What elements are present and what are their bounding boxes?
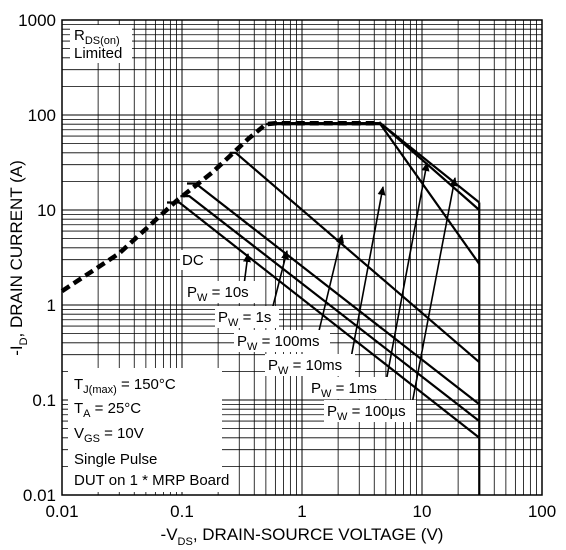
soa-curve-dc xyxy=(167,201,480,439)
svg-text:PW = 100µs: PW = 100µs xyxy=(327,403,406,423)
plot-frame xyxy=(61,19,543,496)
pw-label-100ms: PW = 100ms xyxy=(234,330,330,353)
dc-annotation: DC xyxy=(180,250,210,270)
x-tick-label: 1 xyxy=(297,502,306,521)
single-pulse-label: Single Pulse xyxy=(74,451,157,468)
y-tick-label: 1 xyxy=(47,296,56,315)
x-tick-label: 10 xyxy=(413,502,432,521)
svg-text:PW = 1ms: PW = 1ms xyxy=(311,380,377,400)
vgs-label: VGS = 10V xyxy=(74,425,144,445)
label-arrows xyxy=(243,162,458,405)
y-tick-label: 1000 xyxy=(18,11,56,30)
rds-limited-annotation: RDS(on) Limited xyxy=(70,25,132,63)
test-conditions: TJ(max) = 150°C TA = 25°C VGS = 10V Sing… xyxy=(68,368,229,492)
y-tick-label: 10 xyxy=(37,201,56,220)
pulse-width-labels: PW = 10s PW = 1s PW = 100ms PW = 10ms PW… xyxy=(184,281,416,423)
svg-text:PW = 100ms: PW = 100ms xyxy=(237,333,320,353)
pw-label-10s: PW = 10s xyxy=(184,281,258,304)
pw-label-1ms: PW = 1ms xyxy=(308,377,390,400)
pw-label-1s: PW = 1s xyxy=(215,306,279,329)
y-axis-label: -ID, DRAIN CURRENT (A) xyxy=(7,160,30,356)
x-tick-label: 0.1 xyxy=(170,502,194,521)
pw-label-10ms: PW = 10ms xyxy=(265,354,355,377)
limited-label: Limited xyxy=(74,45,122,62)
pw-label-100us: PW = 100µs xyxy=(324,400,416,423)
x-axis-label: -VDS, DRAIN-SOURCE VOLTAGE (V) xyxy=(161,525,444,548)
arrow-10s xyxy=(243,253,251,286)
arrow-100ms xyxy=(317,234,345,336)
y-tick-labels: 0.01 0.1 1 10 100 1000 xyxy=(18,11,56,505)
y-tick-label: 0.01 xyxy=(23,486,56,505)
svg-text:PW = 10s: PW = 10s xyxy=(187,284,249,304)
ta-label: TA = 25°C xyxy=(74,400,141,420)
dut-board-label: DUT on 1 * MRP Board xyxy=(74,472,229,489)
svg-text:PW = 1s: PW = 1s xyxy=(218,309,271,329)
x-tick-label: 100 xyxy=(528,502,556,521)
tj-max-label: TJ(max) = 150°C xyxy=(74,376,176,396)
curves xyxy=(60,120,481,495)
dc-label: DC xyxy=(182,252,204,269)
y-tick-label: 100 xyxy=(28,106,56,125)
y-tick-label: 0.1 xyxy=(32,391,56,410)
svg-text:PW = 10ms: PW = 10ms xyxy=(268,357,342,377)
arrow-1ms xyxy=(385,162,430,383)
arrow-10ms xyxy=(350,186,386,359)
rds-label: RDS(on) xyxy=(74,27,120,47)
soa-curve-100ms xyxy=(229,151,481,364)
x-tick-labels: 0.01 0.1 1 10 100 xyxy=(45,502,556,521)
x-tick-label: 0.01 xyxy=(45,502,78,521)
arrow-1s xyxy=(271,250,289,311)
arrow-100us xyxy=(411,177,458,405)
